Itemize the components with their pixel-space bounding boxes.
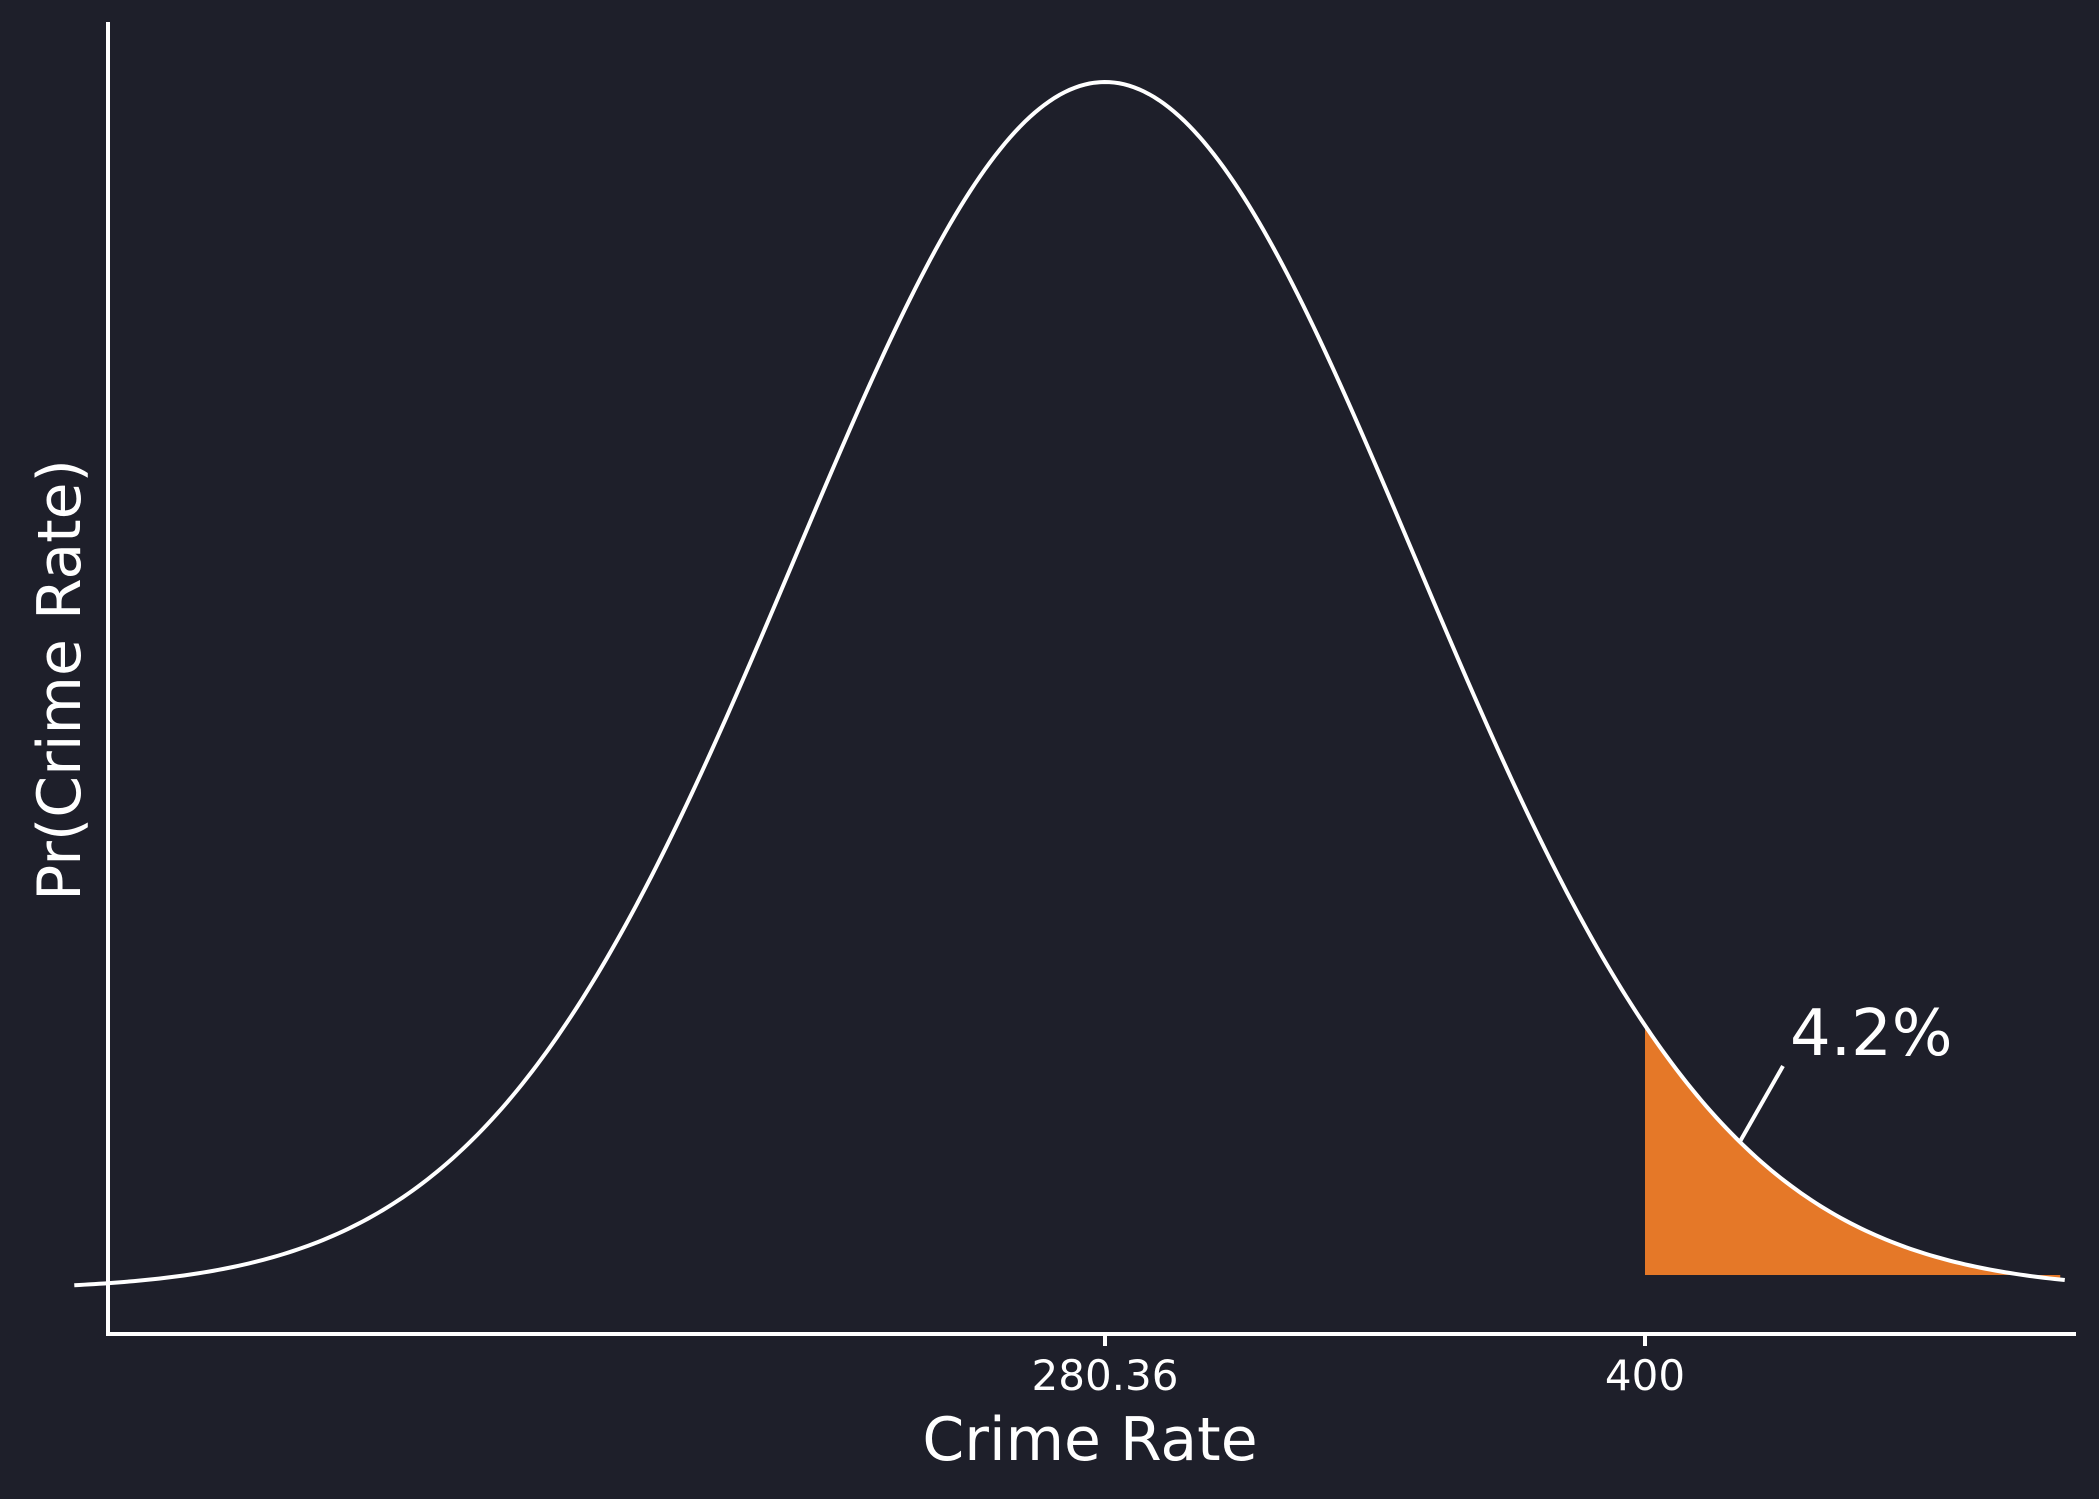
annotation-percentage: 4.2% [1790, 997, 1953, 1071]
x-axis-title: Crime Rate [922, 1405, 1257, 1475]
annotation-leader-line [1738, 1065, 1785, 1143]
shaded-tail-area [1645, 1025, 2061, 1280]
density-curve [74, 79, 2065, 1288]
x-tick-label-0: 280.36 [1032, 1351, 1179, 1400]
x-ticks: 280.36 400 [1032, 1334, 1685, 1400]
x-tick-label-1: 400 [1605, 1351, 1685, 1400]
y-axis-title: Pr(Crime Rate) [25, 459, 95, 901]
